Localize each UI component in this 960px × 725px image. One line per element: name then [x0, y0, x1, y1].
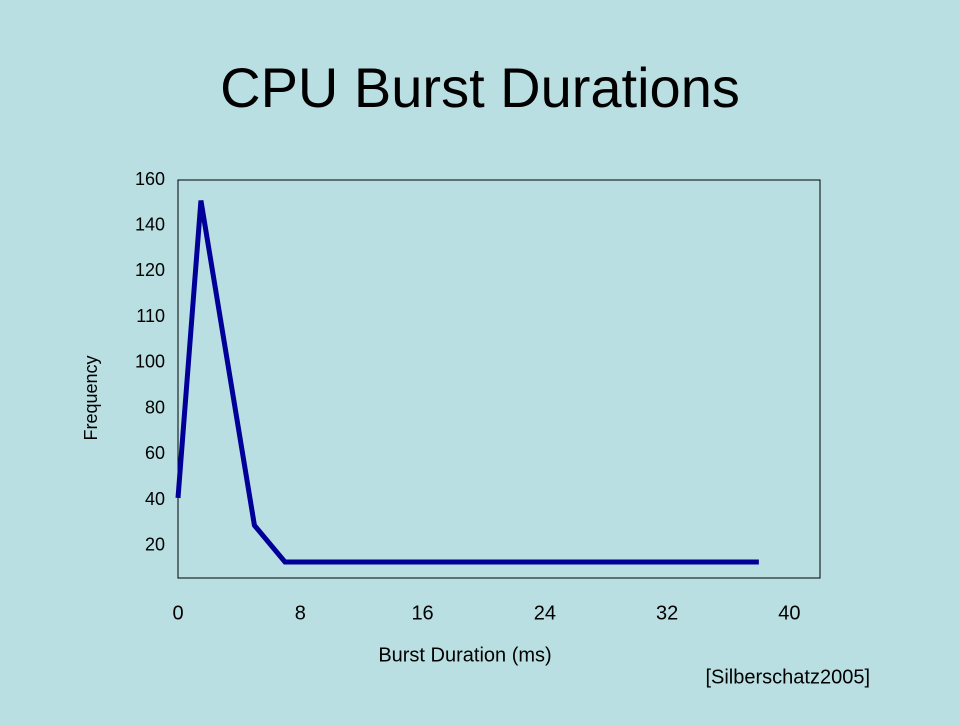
source-annotation: [Silberschatz2005] [705, 666, 870, 688]
y-tick-label: 100 [135, 352, 165, 372]
y-tick-label: 120 [135, 260, 165, 280]
x-tick-label: 40 [778, 602, 800, 624]
x-tick-label: 8 [295, 602, 306, 624]
x-tick-label: 0 [172, 602, 183, 624]
y-tick-label: 40 [145, 489, 165, 509]
x-tick-label: 32 [656, 602, 678, 624]
y-tick-label: 80 [145, 397, 165, 417]
y-tick-label: 110 [136, 306, 165, 326]
plot-frame [177, 179, 821, 579]
x-tick-label: 16 [411, 602, 433, 624]
y-tick-label: 20 [145, 535, 165, 555]
x-tick-label: 24 [534, 602, 556, 624]
y-tick-label: 140 [135, 214, 165, 234]
y-axis-label: Frequency [81, 355, 101, 440]
data-line [175, 200, 759, 565]
y-tick-label: 60 [145, 443, 165, 463]
x-axis-label: Burst Duration (ms) [378, 644, 551, 666]
y-tick-label: 160 [135, 169, 165, 189]
chart-title: CPU Burst Durations [220, 56, 740, 119]
